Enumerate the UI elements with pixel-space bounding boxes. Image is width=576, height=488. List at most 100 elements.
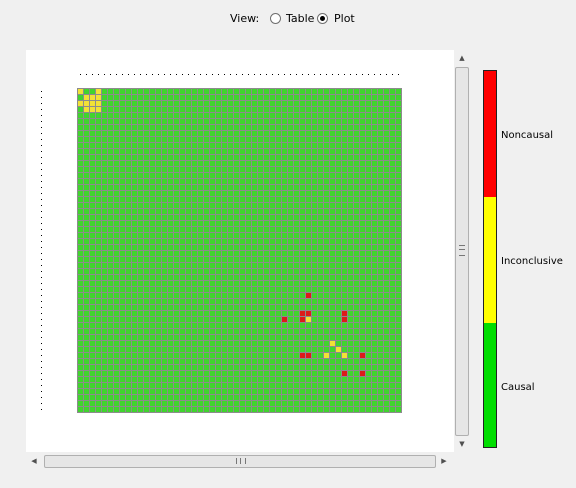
heatmap-cell [78, 155, 83, 160]
heatmap-cell [378, 125, 383, 130]
heatmap-cell [90, 293, 95, 298]
heatmap-cell [246, 389, 251, 394]
heatmap-cell [216, 281, 221, 286]
heatmap-cell [84, 269, 89, 274]
heatmap-cell [138, 257, 143, 262]
heatmap-cell [270, 215, 275, 220]
heatmap-cell [246, 281, 251, 286]
horizontal-scroll-thumb[interactable] [44, 455, 436, 468]
scroll-up-arrow-icon[interactable]: ▲ [459, 54, 465, 62]
table-radio-button[interactable] [270, 13, 281, 24]
heatmap-cell [210, 269, 215, 274]
heatmap-cell [150, 155, 155, 160]
heatmap-cell [384, 365, 389, 370]
heatmap-cell [180, 371, 185, 376]
heatmap-cell [246, 233, 251, 238]
row-tick-mark [41, 355, 42, 356]
heatmap-cell [354, 119, 359, 124]
heatmap-cell [132, 293, 137, 298]
heatmap-cell [318, 269, 323, 274]
heatmap-cell [198, 89, 203, 94]
heatmap-cell [252, 107, 257, 112]
heatmap-cell [288, 203, 293, 208]
heatmap-cell [150, 119, 155, 124]
heatmap-cell [114, 221, 119, 226]
scroll-right-arrow-icon[interactable]: ▶ [441, 457, 447, 465]
heatmap-cell [396, 197, 401, 202]
heatmap-cell [306, 257, 311, 262]
heatmap-cell [396, 269, 401, 274]
heatmap-cell [138, 341, 143, 346]
heatmap-cell [348, 341, 353, 346]
column-tick-mark [92, 74, 93, 75]
heatmap-cell [228, 131, 233, 136]
heatmap-cell [390, 371, 395, 376]
horizontal-scrollbar[interactable]: ◀ ▶ [26, 452, 454, 470]
heatmap-cell [276, 221, 281, 226]
heatmap-cell [222, 191, 227, 196]
heatmap-cell [246, 209, 251, 214]
heatmap-cell [240, 341, 245, 346]
vertical-scrollbar[interactable]: ▲ ▼ [454, 50, 470, 452]
heatmap-cell [114, 215, 119, 220]
row-tick-mark [41, 403, 42, 404]
heatmap-cell [366, 215, 371, 220]
heatmap-cell [114, 257, 119, 262]
heatmap-cell [354, 251, 359, 256]
heatmap-cell [312, 233, 317, 238]
heatmap-cell [318, 95, 323, 100]
table-radio-label[interactable]: Table [286, 12, 315, 25]
heatmap-cell [210, 281, 215, 286]
heatmap-cell [78, 173, 83, 178]
heatmap-cell [384, 257, 389, 262]
heatmap-cell [342, 191, 347, 196]
heatmap-cell [372, 299, 377, 304]
heatmap-cell [114, 305, 119, 310]
heatmap-cell [234, 359, 239, 364]
heatmap-cell [114, 317, 119, 322]
heatmap-cell [348, 395, 353, 400]
heatmap-cell [228, 95, 233, 100]
vertical-scroll-thumb[interactable] [455, 67, 469, 436]
heatmap-cell [234, 311, 239, 316]
heatmap-cell [90, 317, 95, 322]
heatmap-cell [378, 179, 383, 184]
heatmap-cell [192, 131, 197, 136]
heatmap-cell [354, 275, 359, 280]
heatmap-cell [192, 167, 197, 172]
heatmap-cell [126, 131, 131, 136]
row-tick-mark [41, 313, 42, 314]
heatmap-cell [384, 131, 389, 136]
heatmap-cell [84, 323, 89, 328]
heatmap-cell [360, 113, 365, 118]
heatmap-cell [318, 389, 323, 394]
heatmap-cell [120, 377, 125, 382]
scroll-left-arrow-icon[interactable]: ◀ [31, 457, 37, 465]
heatmap-cell [162, 359, 167, 364]
heatmap-cell [162, 371, 167, 376]
row-tick-mark [41, 133, 42, 134]
heatmap-cell [102, 209, 107, 214]
heatmap-cell [198, 167, 203, 172]
plot-radio-label[interactable]: Plot [334, 12, 355, 25]
heatmap-cell [84, 101, 89, 106]
heatmap-cell [360, 167, 365, 172]
plot-radio-button[interactable] [317, 13, 328, 24]
heatmap-cell [366, 89, 371, 94]
heatmap-cell [204, 137, 209, 142]
heatmap-cell [288, 137, 293, 142]
heatmap-cell [306, 221, 311, 226]
heatmap-cell [330, 239, 335, 244]
heatmap-cell [198, 233, 203, 238]
heatmap-cell [390, 263, 395, 268]
heatmap-cell [204, 371, 209, 376]
heatmap-cell [138, 395, 143, 400]
heatmap-cell [354, 281, 359, 286]
heatmap-cell [252, 353, 257, 358]
heatmap-cell [282, 179, 287, 184]
heatmap-cell [330, 287, 335, 292]
scroll-down-arrow-icon[interactable]: ▼ [459, 440, 465, 448]
heatmap-cell [84, 191, 89, 196]
heatmap-cell [156, 233, 161, 238]
heatmap-cell [354, 269, 359, 274]
